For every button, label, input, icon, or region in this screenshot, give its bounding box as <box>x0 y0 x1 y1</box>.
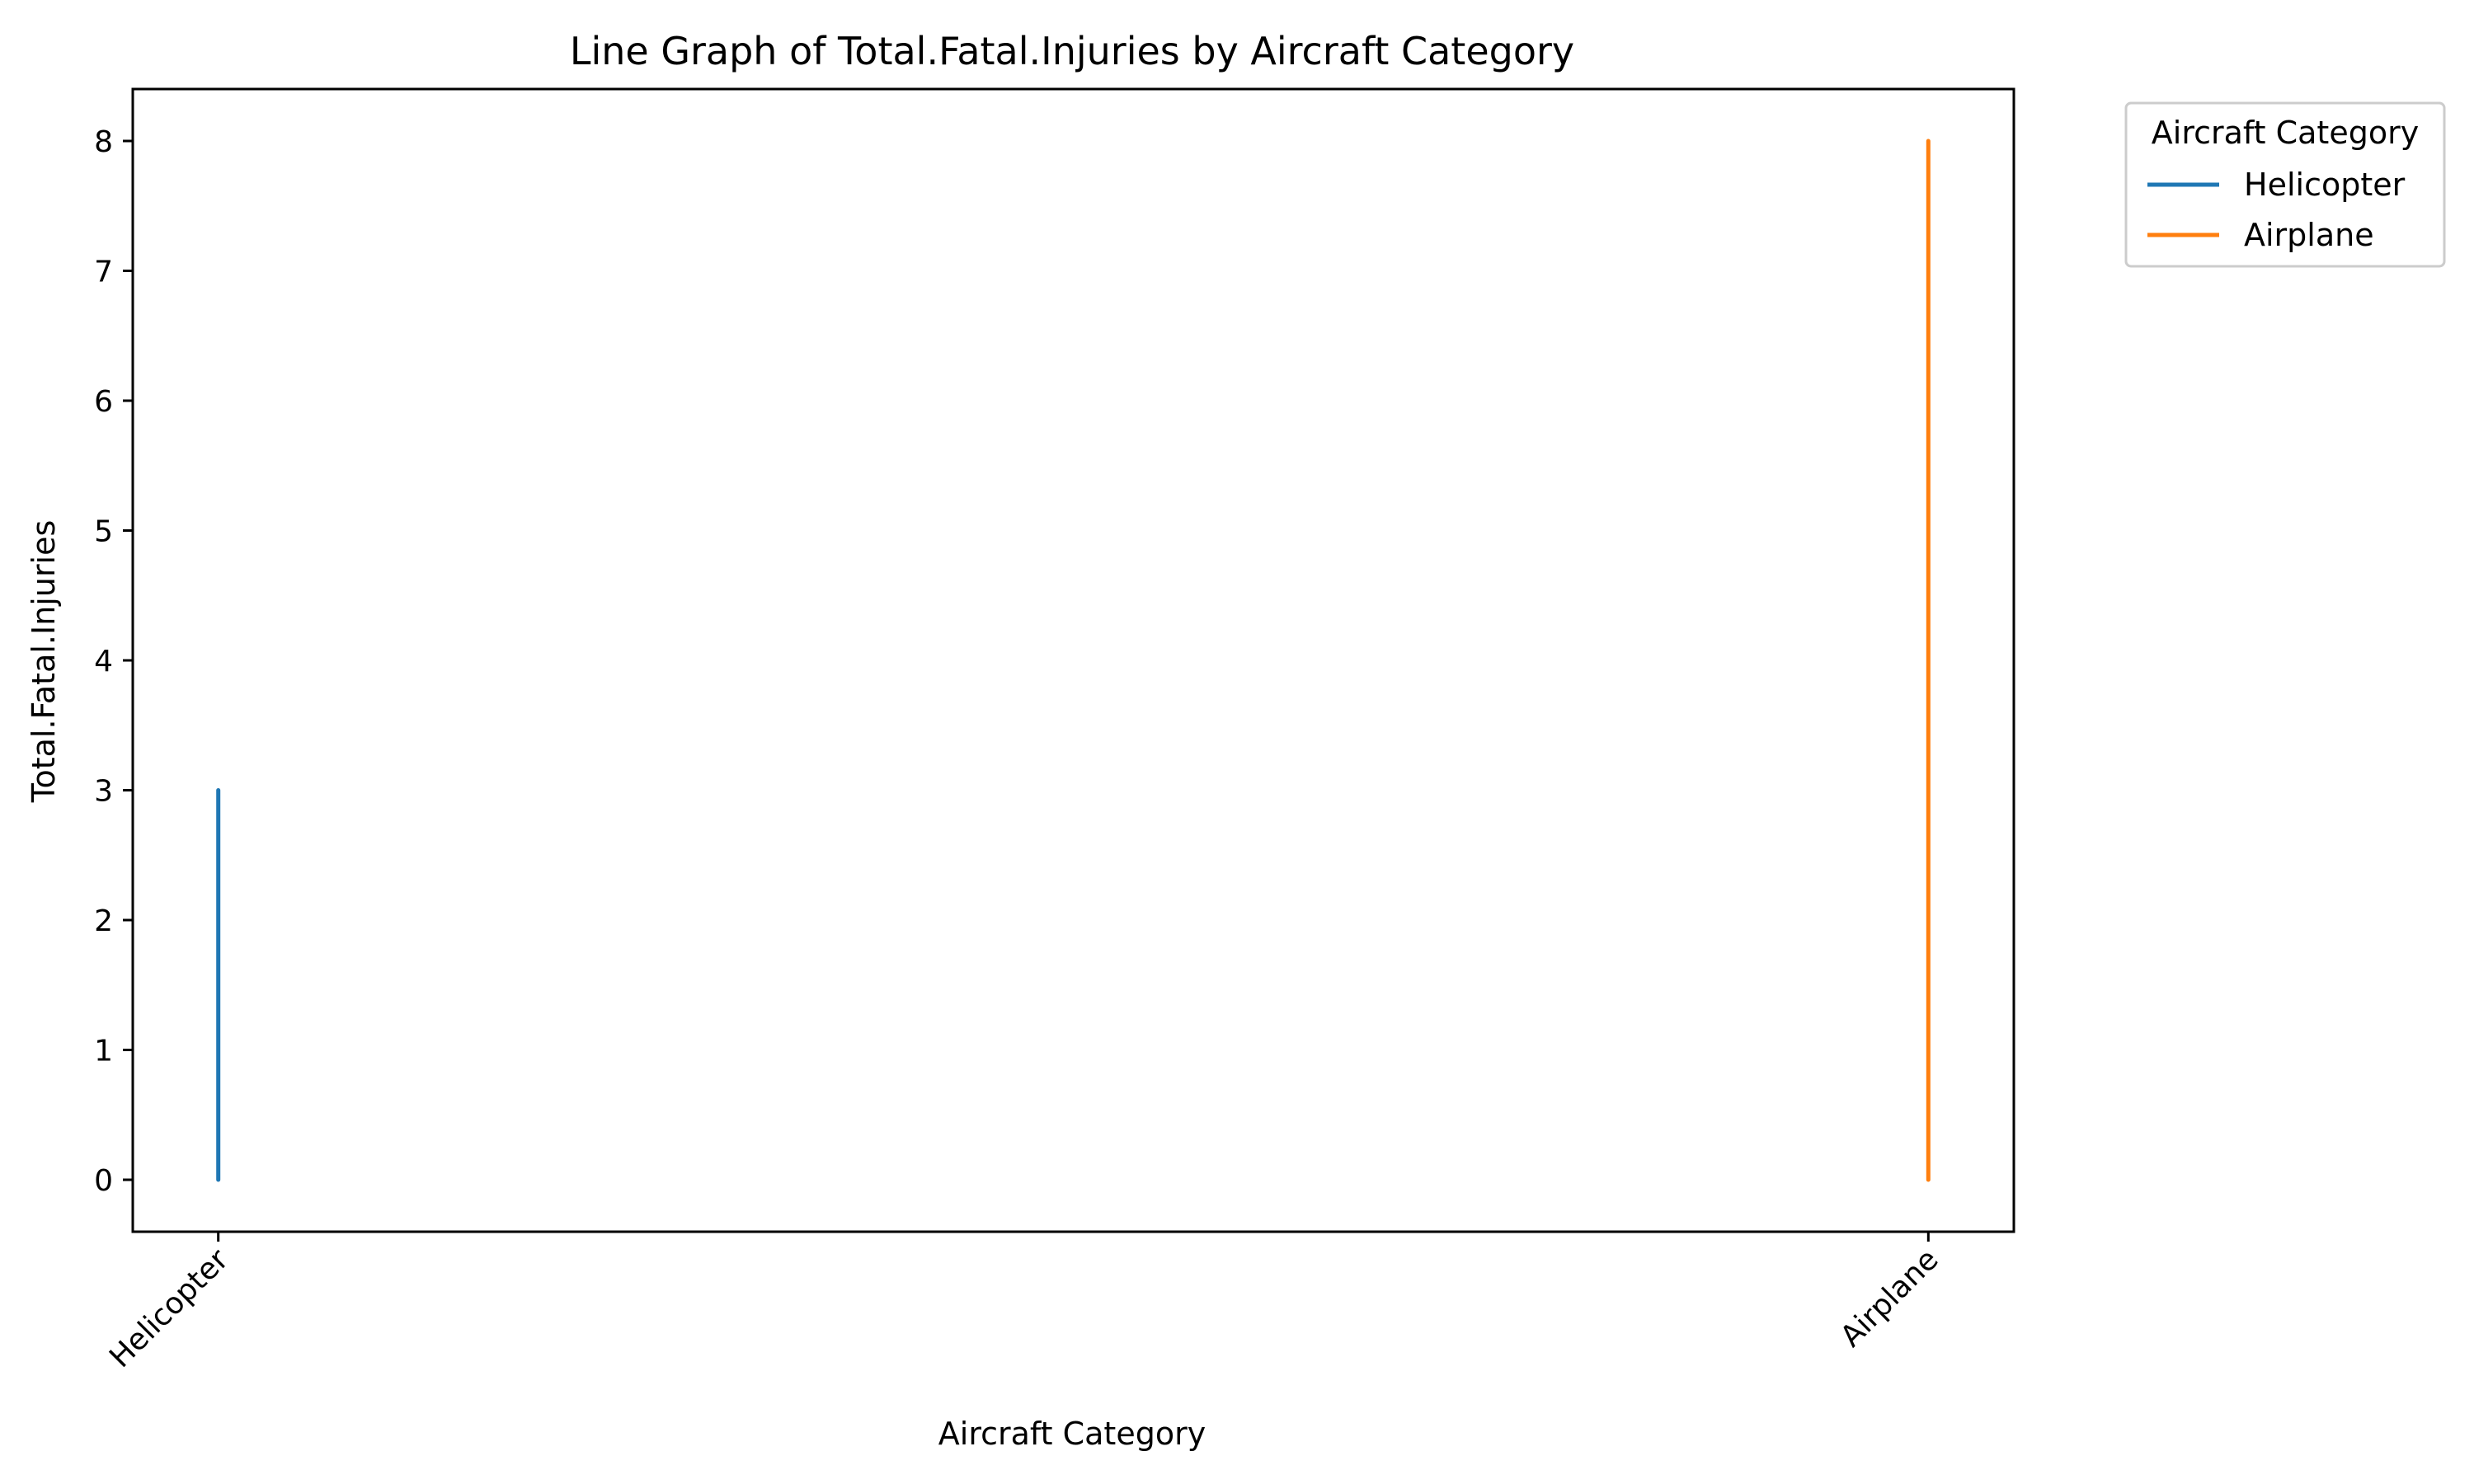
legend-box <box>2124 101 2446 268</box>
chart-title: Line Graph of Total.Fatal.Injuries by Ai… <box>570 29 1574 73</box>
legend-title: Aircraft Category <box>2152 115 2419 151</box>
x-axis-label: Aircraft Category <box>938 1416 1206 1452</box>
y-axis-ticks: 0 1 2 3 4 5 6 7 8 <box>94 125 133 1198</box>
y-tick-label: 6 <box>94 385 113 419</box>
y-tick-label: 4 <box>94 645 113 679</box>
y-tick-label: 2 <box>94 904 113 938</box>
plot-frame <box>131 87 2015 1233</box>
series-layer <box>216 139 1931 1182</box>
y-tick-label: 7 <box>94 256 113 289</box>
y-tick-label: 8 <box>94 125 113 159</box>
legend: Aircraft Category Helicopter Airplane <box>2124 101 2446 268</box>
y-tick-label: 1 <box>94 1035 113 1068</box>
legend-label-airplane: Airplane <box>2244 217 2374 253</box>
y-tick-label: 0 <box>94 1164 113 1198</box>
y-tick-label: 5 <box>94 515 113 549</box>
y-axis-label: Total.Fatal.Injuries <box>26 520 62 804</box>
y-tick-label: 3 <box>94 775 113 809</box>
legend-label-helicopter: Helicopter <box>2244 167 2406 203</box>
